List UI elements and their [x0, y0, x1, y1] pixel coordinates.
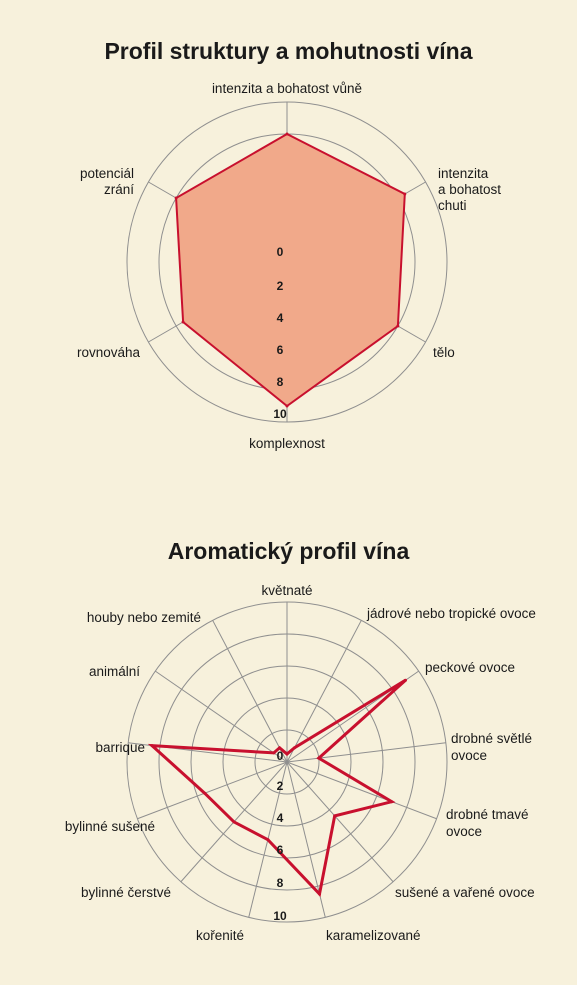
data-point-4: [285, 404, 289, 408]
axis-label: květnaté: [261, 583, 312, 598]
axis-label: houby nebo zemité: [87, 610, 201, 625]
data-series-polygon: [147, 678, 407, 898]
tick-label: 6: [277, 843, 284, 857]
data-point-13: [278, 746, 282, 750]
axis-label: rovnováha: [77, 345, 141, 360]
data-point-4: [317, 756, 321, 760]
data-point-2: [292, 746, 296, 750]
chart-title-structure: Profil struktury a mohutnosti vína: [104, 38, 473, 64]
tick-label: 4: [277, 811, 284, 825]
axis-label: tělo: [433, 345, 455, 360]
tick-label: 4: [277, 311, 284, 325]
data-point-1: [285, 752, 289, 756]
axis-spoke: [137, 761, 288, 820]
data-point-7: [318, 892, 322, 896]
axis-label: a bohatost: [438, 182, 501, 197]
data-point-3: [404, 678, 408, 682]
axis-spoke: [212, 620, 288, 763]
data-point-9: [232, 820, 236, 824]
tick-label: 2: [277, 279, 284, 293]
data-point-6: [174, 196, 178, 200]
axis-label: zrání: [104, 182, 134, 197]
axis-label: jádrové nebo tropické ovoce: [366, 606, 536, 621]
axis-label: ovoce: [451, 748, 487, 763]
axis-label: ovoce: [446, 824, 482, 839]
axis-label: komplexnost: [249, 436, 325, 451]
axis-label: chuti: [438, 198, 467, 213]
tick-label: 10: [273, 407, 287, 421]
axis-label: bylinné čerstvé: [81, 885, 171, 900]
data-point-1: [285, 132, 289, 136]
data-point-2: [403, 192, 407, 196]
axis-spoke: [155, 670, 288, 763]
radar-chart-2: 0 2 4 6 8 10 květnaté jádrové nebo tropické ovo…: [65, 583, 536, 943]
data-point-5: [390, 800, 394, 804]
tick-label: 2: [277, 779, 284, 793]
data-point-5: [181, 320, 185, 324]
axis-spoke: [286, 761, 437, 820]
axis-label: bylinné sušené: [65, 819, 155, 834]
axis-label: animální: [89, 664, 140, 679]
axis-label: intenzita a bohatost vůně: [212, 81, 362, 96]
axis-label: drobné světlé: [451, 731, 532, 746]
data-point-6: [333, 814, 337, 818]
data-series-polygon: [175, 132, 406, 408]
axis-label: kořenité: [196, 928, 244, 943]
axis-label: barrique: [95, 740, 145, 755]
tick-label: 10: [273, 909, 287, 923]
chart-title-aroma: Aromatický profil vína: [167, 538, 410, 564]
tick-label: 8: [277, 876, 284, 890]
axis-spoke: [286, 742, 446, 763]
axis-label: intenzita: [438, 166, 489, 181]
axis-label: drobné tmavé: [446, 807, 529, 822]
tick-label: 0: [277, 749, 284, 763]
data-point-10: [203, 791, 207, 795]
axis-label: karamelizované: [326, 928, 421, 943]
axis-spoke: [286, 620, 362, 763]
axis-label: sušené a vařené ovoce: [395, 885, 535, 900]
radar-chart-1: 0 2 4 6 8 10 intenzita a bohatost vůně intenzit…: [77, 81, 501, 451]
axis-label: potenciál: [80, 166, 134, 181]
data-point-8: [266, 838, 270, 842]
tick-label: 8: [277, 375, 284, 389]
data-point-3: [396, 324, 400, 328]
data-point-12: [272, 751, 276, 755]
tick-label: 0: [277, 245, 284, 259]
axis-spoke: [286, 761, 394, 883]
axis-label: peckové ovoce: [425, 660, 515, 675]
data-point-11: [150, 744, 154, 748]
tick-label: 6: [277, 343, 284, 357]
